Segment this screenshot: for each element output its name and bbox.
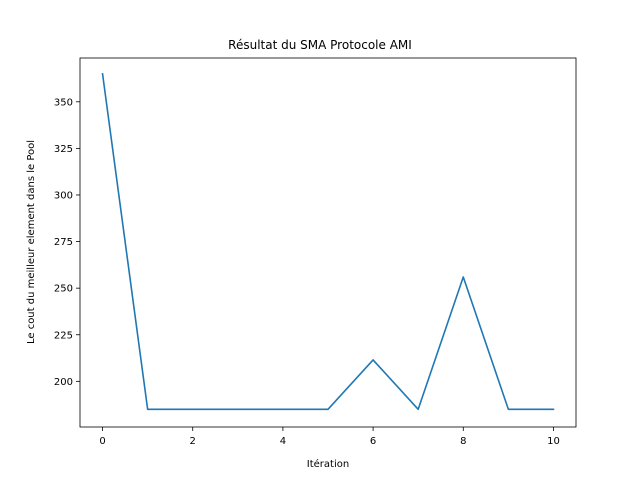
chart-title: Résultat du SMA Protocole AMI [228,38,412,52]
y-tick-label: 350 [54,97,73,108]
x-tick-label: 0 [99,436,105,447]
x-tick-label: 2 [190,436,196,447]
x-tick-label: 10 [547,436,560,447]
x-tick-label: 6 [370,436,376,447]
x-tick-label: 4 [280,436,286,447]
plot-area: 0 2 4 6 8 10 200 225 250 275 300 325 350 [54,57,577,447]
series-line-0 [101,72,555,411]
x-tick-label: 8 [460,436,466,447]
y-tick-label: 325 [54,144,73,155]
x-axis-label: Itération [307,458,349,470]
y-tick-label: 250 [54,284,73,295]
y-axis-label: Le cout du meilleur element dans le Pool [26,140,37,344]
y-tick-label: 300 [54,190,73,201]
axes-frame [79,57,577,428]
y-tick-label: 200 [54,377,73,388]
y-tick-label: 275 [54,237,73,248]
y-tick-label: 225 [54,330,73,341]
